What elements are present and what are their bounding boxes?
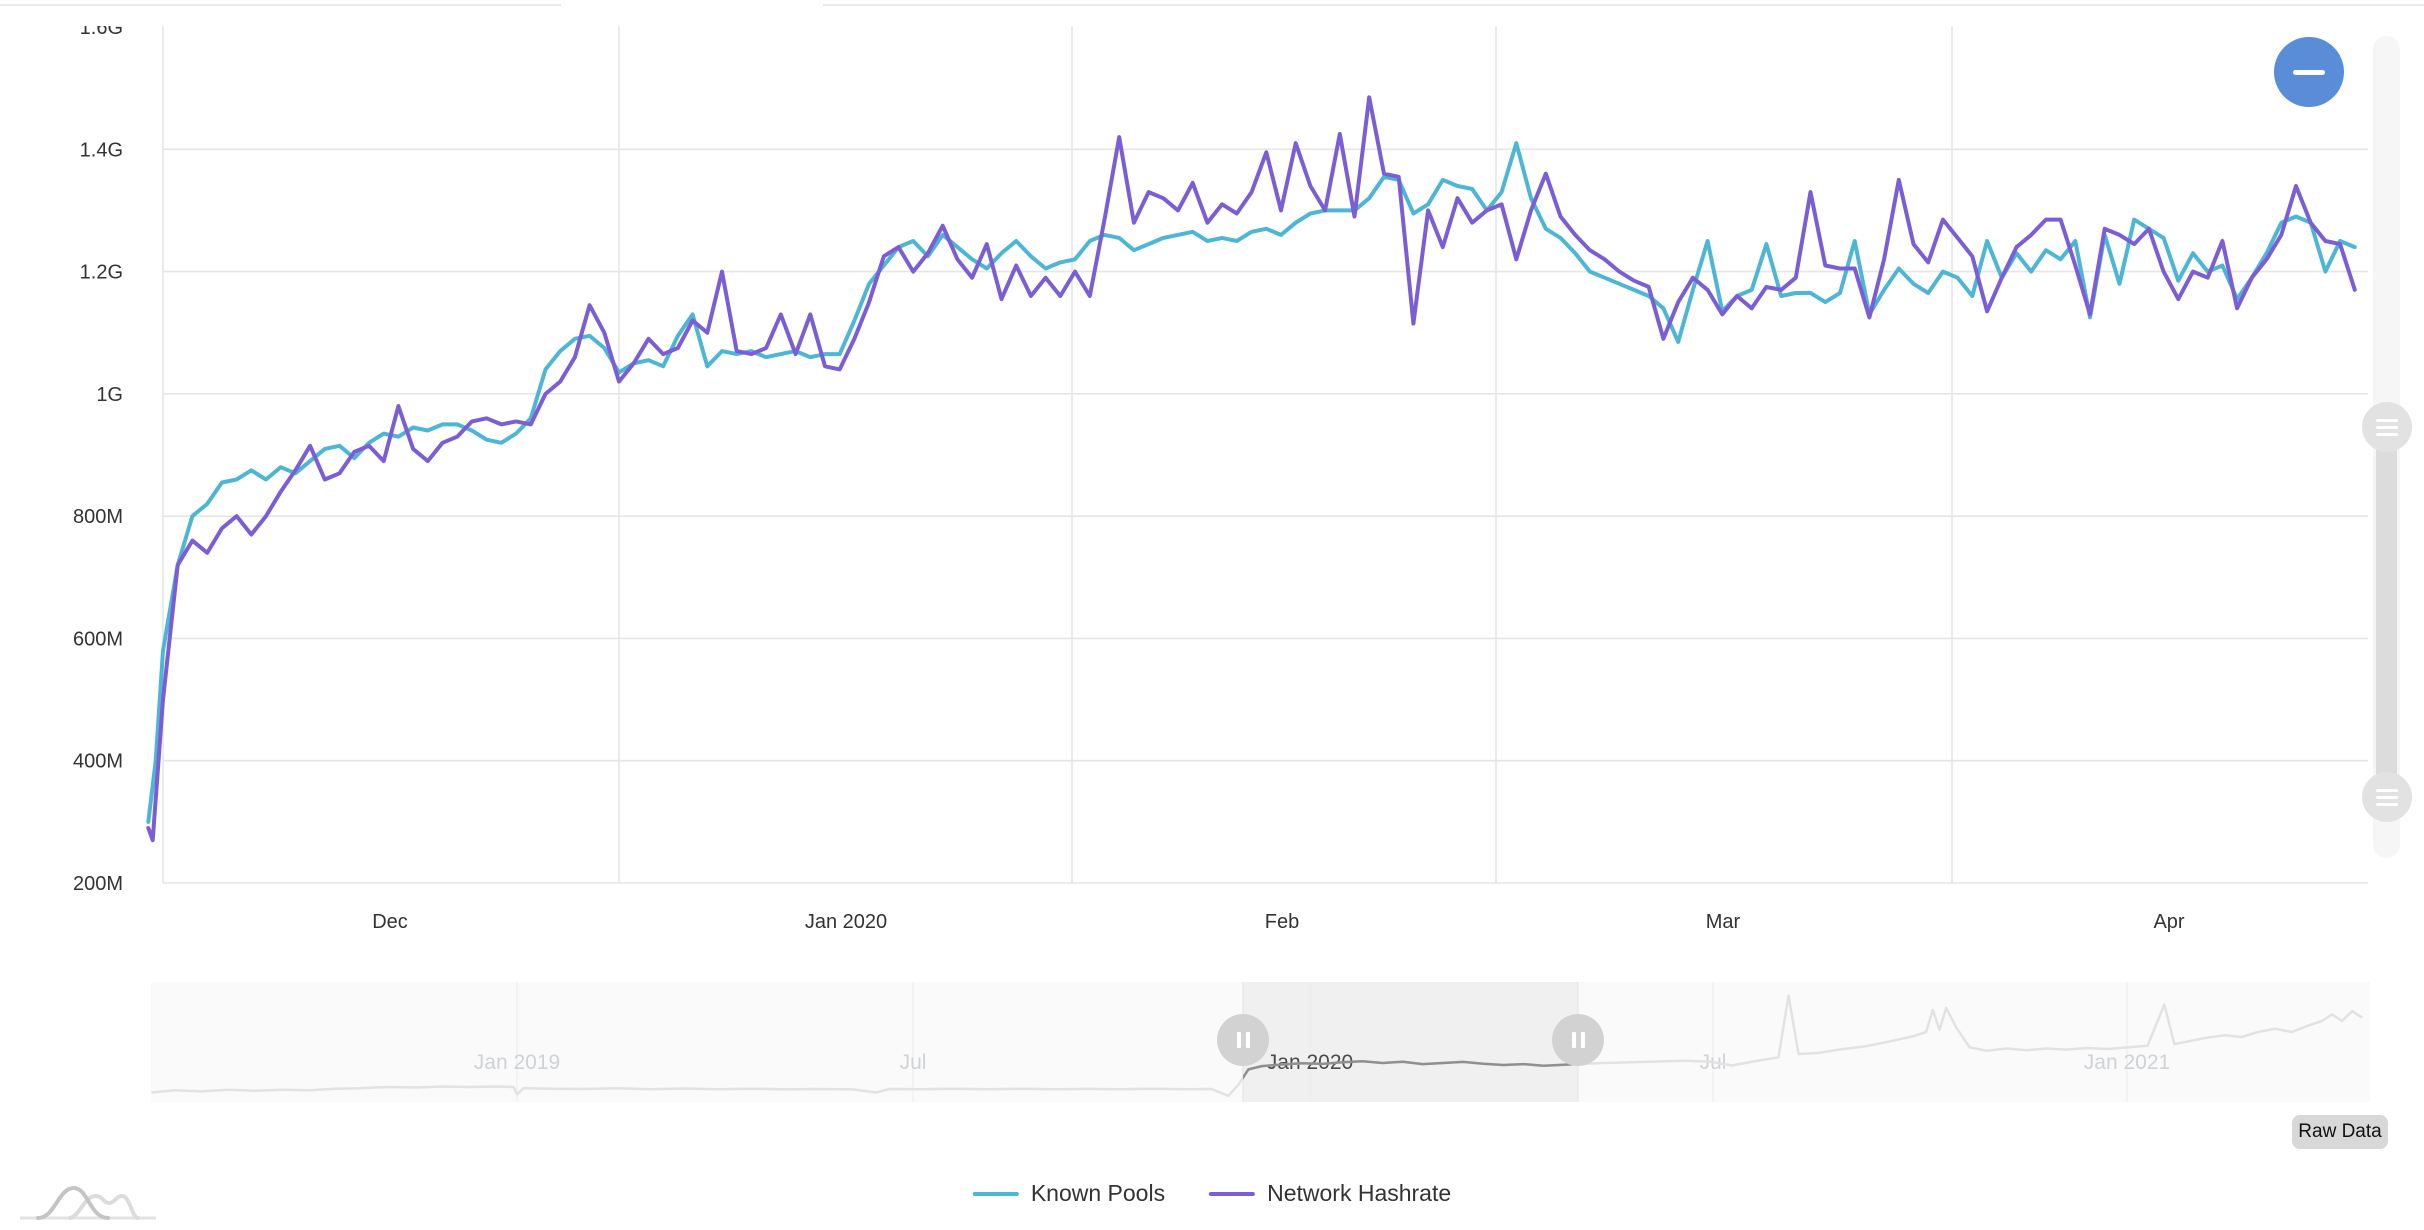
known-pools-line-icon	[972, 1191, 1019, 1196]
y-axis-tick-label: 800M	[73, 506, 123, 528]
grip-icon	[2376, 788, 2398, 792]
y-axis-tick-label: 200M	[73, 873, 123, 895]
grip-icon	[2376, 418, 2398, 422]
x-axis-tick-label: Jan 2020	[805, 911, 887, 933]
collapse-chart-button[interactable]	[2274, 37, 2344, 107]
grip-icon	[2376, 802, 2398, 806]
navigator-left-handle[interactable]	[1217, 1014, 1269, 1066]
pause-icon	[1580, 1032, 1585, 1048]
tab-bar-border-right	[823, 4, 2424, 6]
y-axis-range-bar[interactable]	[2376, 427, 2397, 797]
x-axis-tick-label: Apr	[2153, 911, 2184, 933]
navigator-right-handle[interactable]	[1552, 1014, 1604, 1066]
navigator-tick-label: Jan 2021	[2084, 1051, 2170, 1074]
grip-icon	[2376, 795, 2398, 799]
site-logo-waves-icon	[20, 1185, 156, 1220]
legend-item-known-pools[interactable]: Known Pools	[972, 1180, 1166, 1207]
navigator-tick-label: Jan 2019	[474, 1051, 560, 1074]
y-axis-tick-label: 1.2G	[80, 262, 123, 284]
navigator-tick-label: Jul	[900, 1051, 927, 1074]
x-axis-tick-label: Feb	[1265, 911, 1299, 933]
y-axis-range-bottom-handle[interactable]	[2362, 772, 2412, 822]
y-axis-tick-label: 1G	[96, 384, 123, 406]
grip-icon	[2376, 432, 2398, 436]
minus-icon	[2293, 69, 2325, 75]
legend-label: Network Hashrate	[1267, 1180, 1452, 1206]
series-line-known-pools[interactable]	[146, 141, 2357, 824]
pause-icon	[1245, 1032, 1250, 1048]
grip-icon	[2376, 425, 2398, 429]
y-axis-range-top-handle[interactable]	[2362, 402, 2412, 452]
tab-bar-border-left	[0, 4, 561, 6]
legend-item-network-hashrate[interactable]: Network Hashrate	[1209, 1180, 1451, 1207]
pause-icon	[1571, 1032, 1576, 1048]
series-line-network-hashrate[interactable]	[146, 95, 2357, 843]
y-axis-tick-label: 400M	[73, 751, 123, 773]
x-axis-tick-label: Dec	[372, 911, 408, 933]
x-axis-tick-label: Mar	[1706, 911, 1741, 933]
navigator-series-line-selected	[1243, 1059, 1578, 1080]
network-hashrate-line-icon	[1209, 1191, 1256, 1196]
legend-label: Known Pools	[1030, 1180, 1166, 1206]
pause-icon	[1236, 1032, 1241, 1048]
y-axis-tick-label: 600M	[73, 628, 123, 650]
navigator-selected-range[interactable]	[1243, 982, 1578, 1102]
legend: Known Pools Network Hashrate	[972, 1180, 1451, 1207]
raw-data-button[interactable]: Raw Data	[2292, 1115, 2388, 1149]
y-axis-tick-label: 1.4G	[80, 139, 123, 161]
